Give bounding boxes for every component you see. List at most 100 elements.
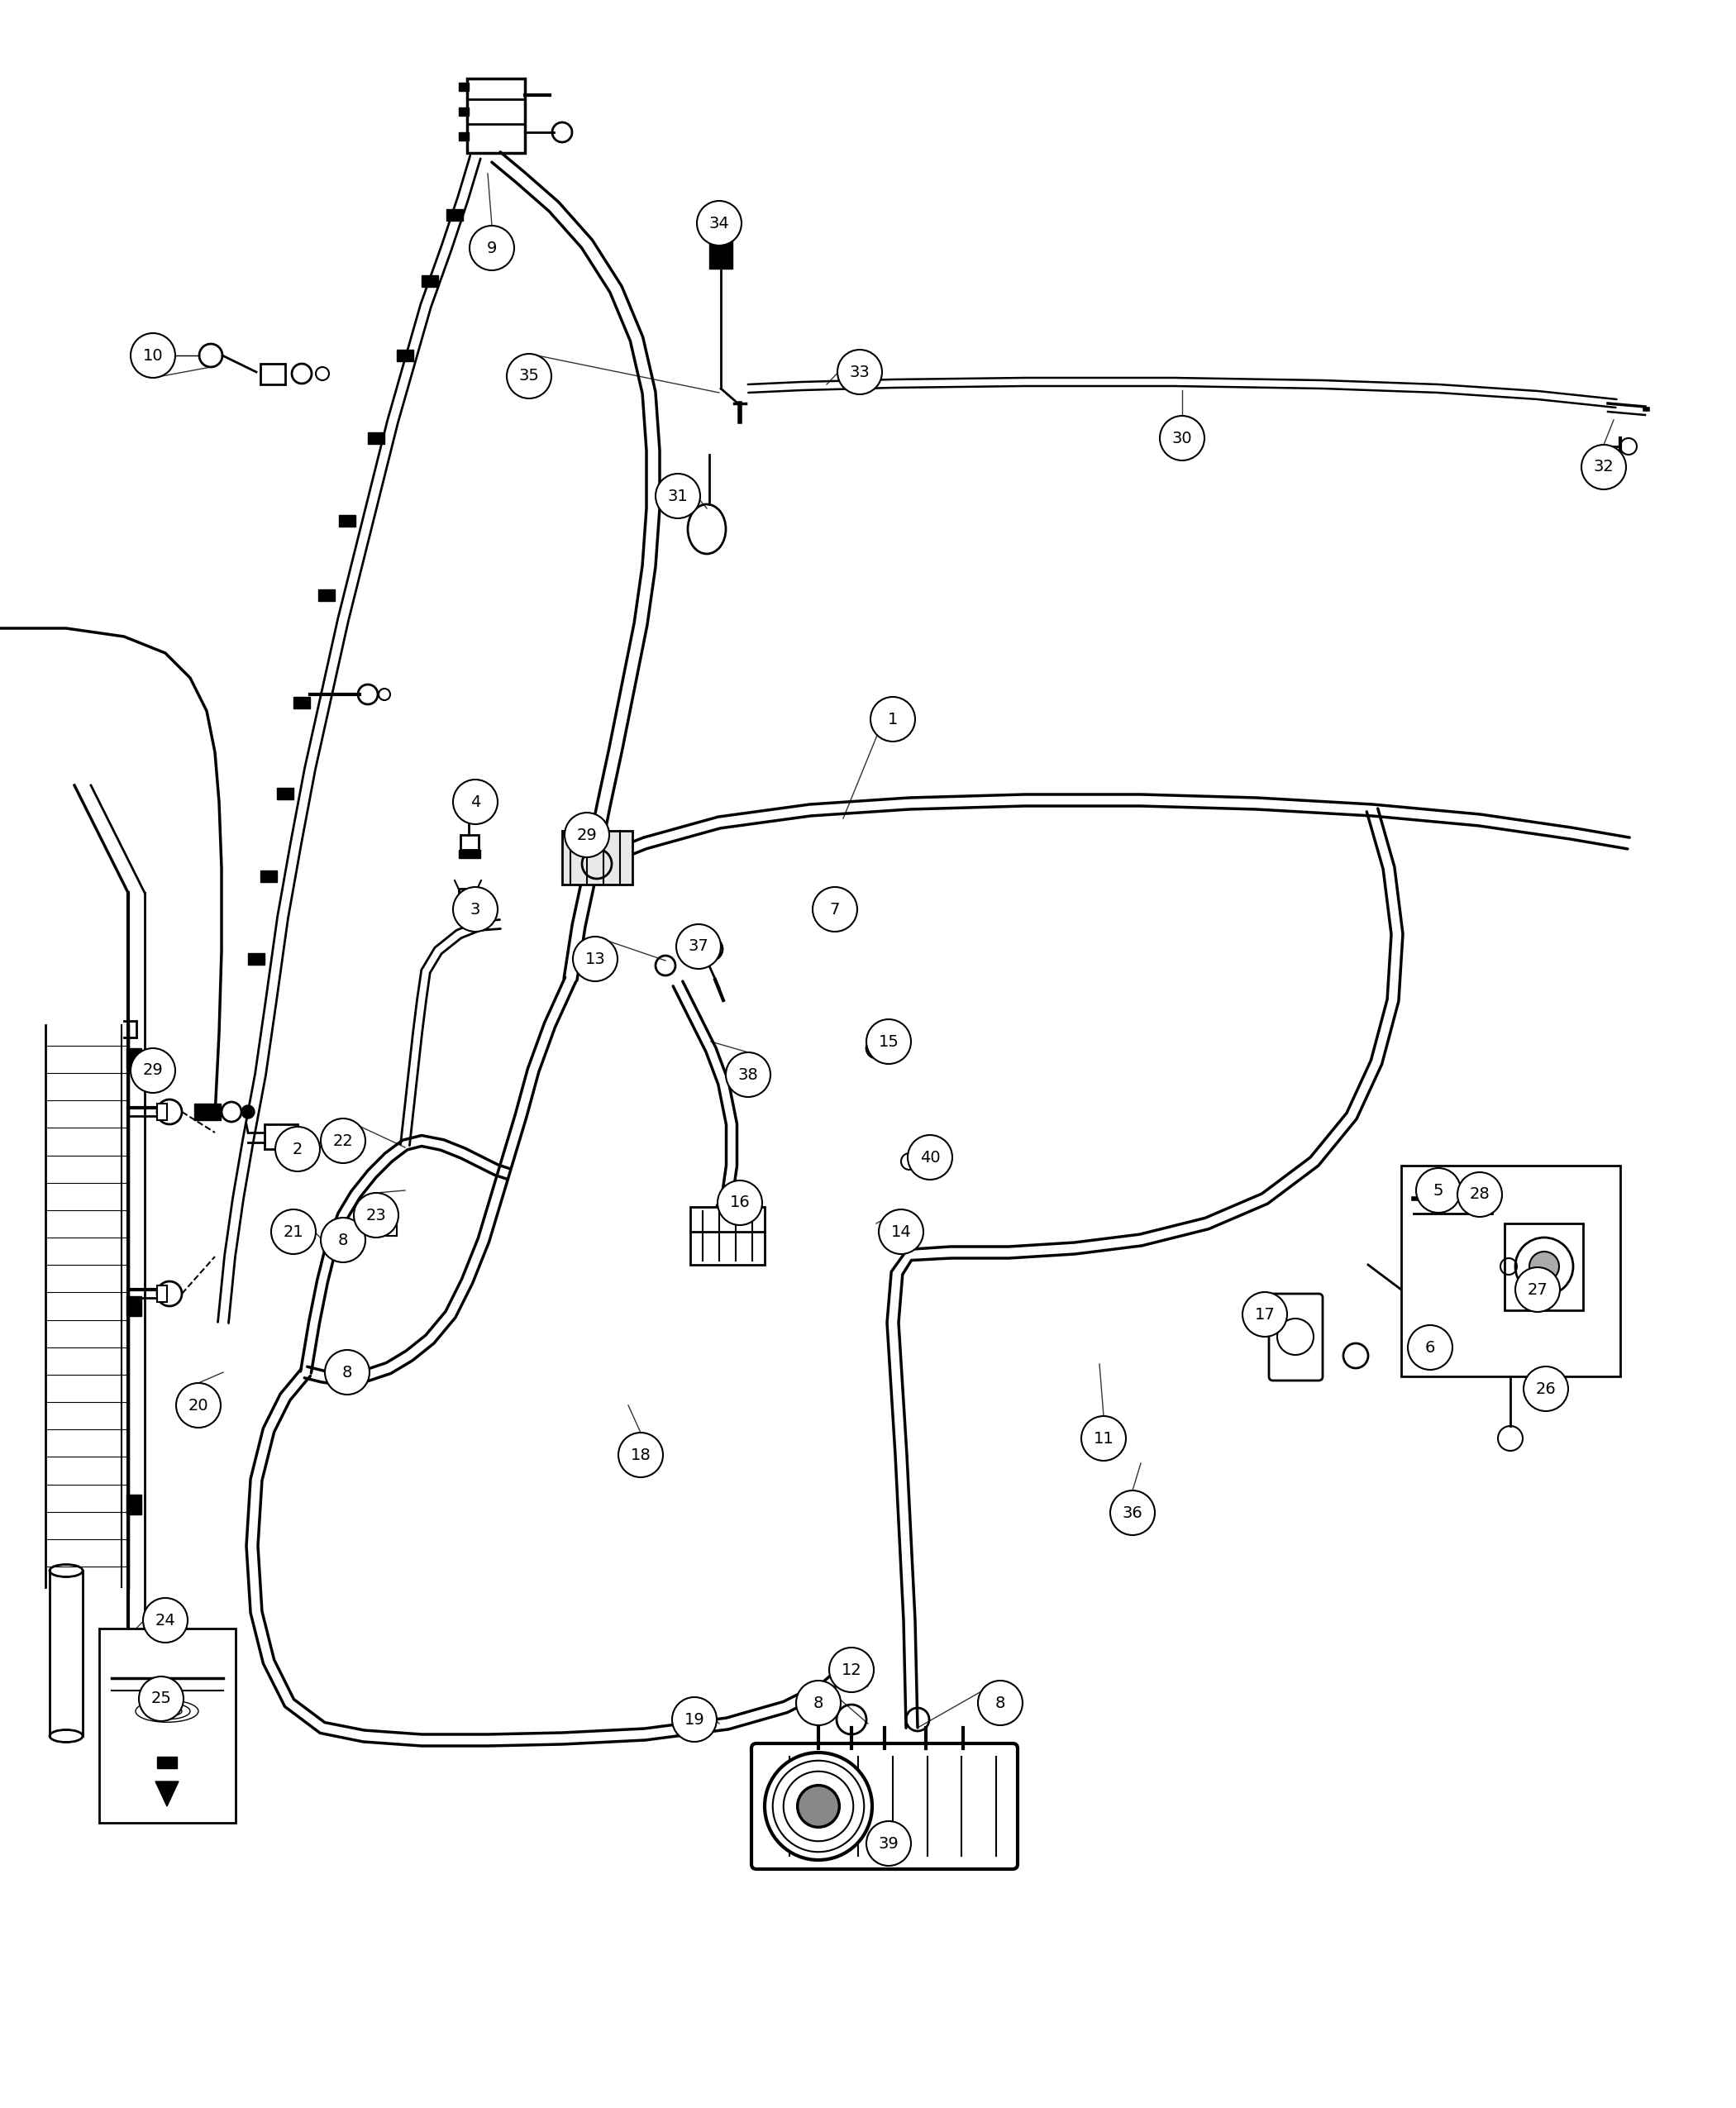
Circle shape	[1516, 1267, 1561, 1311]
Circle shape	[878, 1210, 924, 1254]
Circle shape	[453, 887, 498, 932]
Text: 39: 39	[878, 1836, 899, 1851]
Text: 29: 29	[576, 826, 597, 843]
Text: 26: 26	[1536, 1381, 1555, 1398]
Bar	[458, 890, 477, 913]
Text: 1: 1	[887, 710, 898, 727]
Bar	[156, 1105, 167, 1119]
Circle shape	[656, 474, 700, 519]
Polygon shape	[156, 1781, 179, 1807]
Circle shape	[977, 1680, 1023, 1724]
Text: 3: 3	[470, 902, 481, 917]
Text: 27: 27	[1528, 1282, 1549, 1296]
Circle shape	[764, 1752, 871, 1859]
Text: 18: 18	[630, 1446, 651, 1463]
Text: 34: 34	[708, 215, 729, 232]
Circle shape	[573, 936, 618, 980]
Text: 12: 12	[842, 1661, 861, 1678]
Text: 30: 30	[1172, 430, 1193, 447]
Circle shape	[564, 812, 609, 858]
Bar	[248, 953, 264, 965]
Text: 8: 8	[339, 1233, 349, 1248]
Circle shape	[830, 1648, 873, 1693]
Text: 11: 11	[1094, 1431, 1115, 1446]
Bar	[318, 590, 335, 601]
Bar	[156, 1286, 167, 1303]
Text: 9: 9	[486, 240, 496, 255]
Text: 21: 21	[283, 1225, 304, 1240]
Bar	[458, 82, 469, 91]
Bar	[99, 1629, 236, 1823]
Text: 2: 2	[292, 1140, 302, 1157]
Circle shape	[677, 923, 720, 970]
Bar	[368, 432, 384, 445]
Circle shape	[1529, 1252, 1559, 1282]
Bar	[194, 1105, 220, 1119]
Bar	[264, 1124, 297, 1149]
Circle shape	[175, 1383, 220, 1427]
Circle shape	[469, 226, 514, 270]
Circle shape	[325, 1349, 370, 1395]
Circle shape	[1417, 1168, 1460, 1212]
Circle shape	[726, 1052, 771, 1096]
Circle shape	[1243, 1292, 1286, 1336]
Bar	[458, 108, 469, 116]
Bar	[127, 1296, 141, 1315]
Bar	[446, 209, 464, 221]
Text: 5: 5	[1434, 1183, 1444, 1197]
Bar	[278, 788, 293, 799]
Bar	[691, 1208, 764, 1265]
Text: 23: 23	[366, 1208, 387, 1223]
Bar	[460, 835, 479, 850]
Text: 38: 38	[738, 1067, 759, 1084]
Bar	[710, 240, 733, 268]
Circle shape	[1160, 415, 1205, 460]
Circle shape	[870, 698, 915, 742]
Text: 25: 25	[151, 1691, 172, 1707]
Circle shape	[453, 780, 498, 824]
Circle shape	[130, 333, 175, 377]
Bar	[293, 698, 311, 708]
Text: 10: 10	[142, 348, 163, 363]
Text: 40: 40	[920, 1149, 941, 1166]
Text: 7: 7	[830, 902, 840, 917]
Bar	[458, 850, 481, 858]
Text: 8: 8	[995, 1695, 1005, 1712]
Text: 16: 16	[729, 1195, 750, 1210]
Bar	[127, 1048, 141, 1069]
Bar	[156, 1756, 177, 1769]
Bar	[1401, 1166, 1620, 1377]
Text: 13: 13	[585, 951, 606, 968]
Text: 29: 29	[142, 1062, 163, 1079]
Circle shape	[866, 1020, 911, 1065]
Text: 4: 4	[470, 795, 481, 809]
Bar	[467, 78, 524, 154]
Circle shape	[866, 1821, 911, 1866]
Circle shape	[1408, 1326, 1453, 1370]
Text: 8: 8	[342, 1364, 352, 1381]
Circle shape	[1581, 445, 1627, 489]
Circle shape	[812, 887, 858, 932]
Text: 28: 28	[1469, 1187, 1489, 1202]
Circle shape	[354, 1193, 399, 1237]
Circle shape	[142, 1598, 187, 1642]
Circle shape	[672, 1697, 717, 1741]
Circle shape	[799, 1785, 838, 1828]
Circle shape	[321, 1218, 365, 1263]
Text: 24: 24	[155, 1613, 175, 1627]
Circle shape	[507, 354, 552, 398]
Bar	[260, 365, 285, 384]
Bar	[398, 350, 413, 360]
Circle shape	[241, 1105, 255, 1119]
Text: 15: 15	[878, 1033, 899, 1050]
FancyBboxPatch shape	[1269, 1294, 1323, 1381]
Circle shape	[130, 1048, 175, 1092]
Circle shape	[271, 1210, 316, 1254]
Circle shape	[139, 1676, 184, 1720]
Text: 8: 8	[812, 1695, 823, 1712]
Bar	[562, 831, 632, 885]
Bar	[127, 1495, 141, 1514]
Text: 17: 17	[1255, 1307, 1274, 1322]
Circle shape	[321, 1119, 365, 1164]
Circle shape	[618, 1433, 663, 1478]
